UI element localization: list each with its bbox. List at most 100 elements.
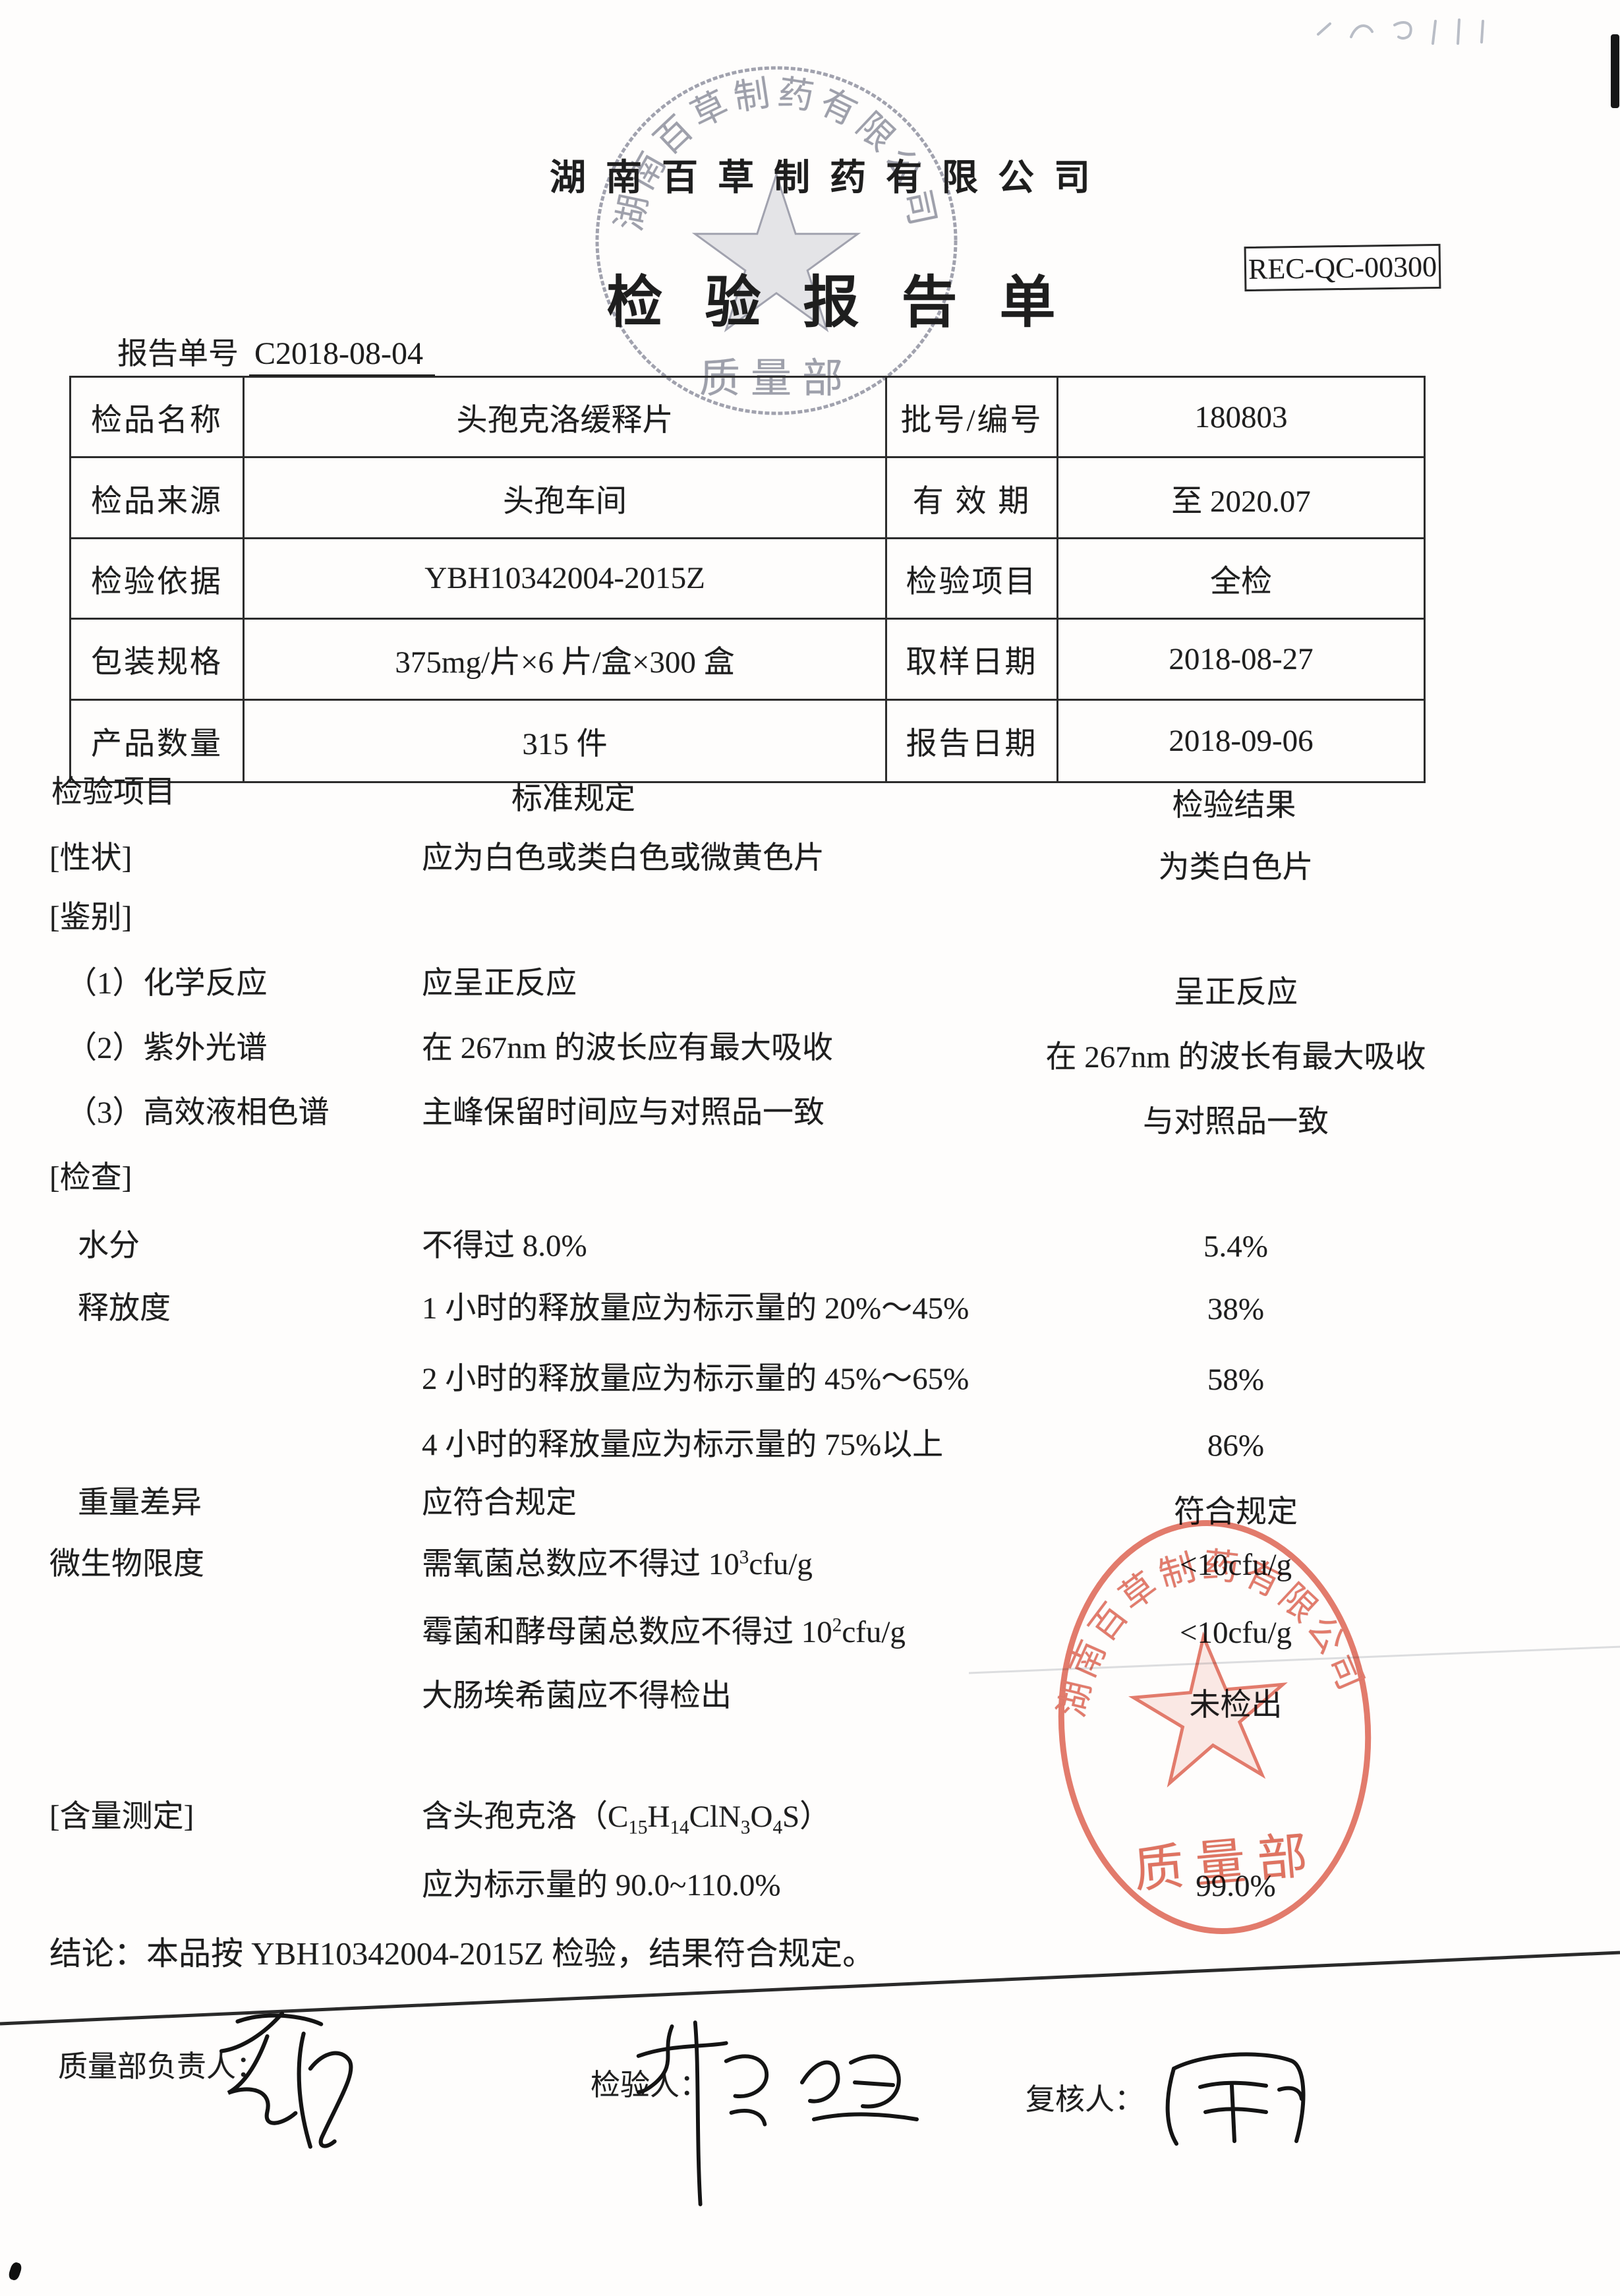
company-stamp-gray: 湖南百草制药有限公司 质量部 [595,66,958,415]
fold-line [969,1645,1620,1674]
scan-edge-streak [1611,34,1619,108]
result-row: 4 小时的释放量应为标示量的 75%以上 86% [0,1419,1620,1465]
table-value: 180803 [1058,378,1424,459]
spec-text: 不得过 8.0% [422,1229,587,1263]
item-name: 水分 [78,1229,140,1263]
item-name: 微生物限度 [49,1547,204,1581]
result-row: 霉菌和酵母菌总数应不得过 102cfu/g <10cfu/g [0,1606,1620,1652]
result-row: 应为标示量的 90.0~110.0% 99.0% [0,1859,1620,1905]
qc-stamp-red: 湖南百草制药有限公司 质量部 [1039,1520,1374,1934]
result-value: 呈正反应 [1174,976,1298,1010]
result-value: 在 267nm 的波长有最大吸收 [1045,1040,1426,1074]
result-row: （3）高效液相色谱 主峰保留时间应与对照品一致 与对照品一致 [0,1086,1620,1139]
table-label: 检验项目 [887,539,1058,620]
pencil-marks [1317,18,1484,45]
table-value: 头孢车间 [245,458,887,539]
spec-text: 应为标示量的 90.0~110.0% [422,1868,781,1902]
table-value: YBH10342004-2015Z [245,539,887,620]
result-row: 微生物限度 需氧菌总数应不得过 103cfu/g <10cfu/g [0,1538,1620,1584]
ink-speck [7,2261,23,2281]
spec-text: 1 小时的释放量应为标示量的 20%～45% [422,1291,969,1326]
result-row: [检查] [0,1152,1620,1198]
result-row: 重量差异 应符合规定 符合规定 [0,1477,1620,1529]
spec-text: 大肠埃希菌应不得检出 [422,1679,732,1713]
result-value: 99.0% [1196,1869,1276,1903]
report-number-label: 报告单号 [117,337,239,370]
result-value: 5.4% [1203,1229,1268,1264]
inspector-signature-1 [636,2020,769,2206]
table-value: 至 2020.07 [1058,458,1424,539]
item-name: 重量差异 [78,1486,202,1520]
item-name: [鉴别] [49,900,132,935]
item-name: （1）化学反应 [66,966,268,1001]
reviewer-signature [1165,2052,1306,2146]
spec-text: 应呈正反应 [422,966,577,1001]
page-title: 检验报告单 [606,272,1098,334]
result-row: 水分 不得过 8.0% 5.4% [0,1220,1620,1266]
table-label: 检品名称 [71,378,245,459]
table-value: 头孢克洛缓释片 [245,378,887,459]
reviewer-label: 复核人： [1026,2083,1145,2116]
table-label: 取样日期 [887,620,1058,701]
report-number-value: C2018-08-04 [249,336,435,376]
results-header-spec: 标准规定 [511,782,635,816]
results-header-result: 检验结果 [1172,788,1296,823]
table-value: 315 件 [245,700,887,781]
company-name: 湖南百草制药有限公司 [549,158,1110,198]
qa-manager-label: 质量部负责人： [58,2050,266,2083]
stamp-dept-text: 质量部 [1132,1827,1321,1899]
item-name: [性状] [49,841,132,875]
result-row: [鉴别] [0,891,1620,937]
spec-text: 主峰保留时间应与对照品一致 [422,1096,824,1130]
result-value: 58% [1207,1363,1265,1397]
stamp-star-icon [691,171,861,333]
item-name: [检查] [49,1161,132,1195]
conclusion-text: 结论：本品按 YBH10342004-2015Z 检验，结果符合规定。 [49,1935,875,1972]
doc-code-box: REC-QC-00300 [1244,243,1441,292]
item-name: 释放度 [78,1291,171,1326]
result-value: 与对照品一致 [1143,1105,1329,1139]
result-row: 大肠埃希菌应不得检出 未检出 [0,1670,1620,1722]
result-value: 38% [1207,1292,1265,1326]
table-label: 包装规格 [71,620,245,701]
result-value: <10cfu/g [1179,1616,1292,1650]
table-value: 375mg/片×6 片/盒×300 盒 [245,620,887,701]
report-number-line: 报告单号 C2018-08-04 [117,330,435,376]
stamp-star-icon [1128,1631,1288,1788]
qa-manager-signature [219,2011,353,2149]
table-label: 批号/编号 [887,378,1058,459]
result-row: 2 小时的释放量应为标示量的 45%～65% 58% [0,1353,1620,1399]
result-row: [含量测定] 含头孢克洛（C15H14ClN3O4S） [0,1790,1620,1839]
result-row: [性状] 应为白色或类白色或微黄色片 为类白色片 [0,832,1620,885]
spec-text: 含头孢克洛（C15H14ClN3O4S） [422,1800,831,1839]
table-label: 有 效 期 [887,458,1058,539]
item-name: （3）高效液相色谱 [66,1096,330,1130]
stamp-dept-text: 质量部 [699,357,853,401]
doc-code: REC-QC-00300 [1248,250,1437,285]
sample-info-table: 检品名称 头孢克洛缓释片 批号/编号 180803 检品来源 头孢车间 有 效 … [69,376,1426,783]
result-value: 为类白色片 [1158,850,1314,885]
spec-text: 应符合规定 [422,1486,577,1520]
results-header-item: 检验项目 [51,775,175,809]
result-row: （2）紫外光谱 在 267nm 的波长应有最大吸收 在 267nm 的波长有最大吸收 [0,1022,1620,1074]
table-label: 检验依据 [71,539,245,620]
result-row: （1）化学反应 应呈正反应 呈正反应 [0,957,1620,1010]
table-label: 产品数量 [71,700,245,781]
result-value: 86% [1207,1428,1265,1463]
result-value: <10cfu/g [1179,1548,1292,1582]
inspector-signature-2 [800,2054,919,2121]
spec-text: 应为白色或类白色或微黄色片 [422,841,824,875]
spec-text: 需氧菌总数应不得过 103cfu/g [422,1546,813,1581]
table-value: 2018-09-06 [1169,723,1314,758]
spec-text: 2 小时的释放量应为标示量的 45%～65% [422,1362,969,1396]
table-label: 报告日期 [887,700,1058,781]
item-name: （2）紫外光谱 [66,1031,268,1065]
table-value: 全检 [1058,539,1424,620]
spec-text: 在 267nm 的波长应有最大吸收 [422,1031,834,1065]
spec-text: 霉菌和酵母菌总数应不得过 102cfu/g [422,1614,906,1649]
table-label: 检品来源 [71,458,245,539]
item-name: [含量测定] [49,1800,194,1834]
table-value: 2018-08-27 [1058,620,1424,701]
result-row: 释放度 1 小时的释放量应为标示量的 20%～45% 38% [0,1282,1620,1328]
